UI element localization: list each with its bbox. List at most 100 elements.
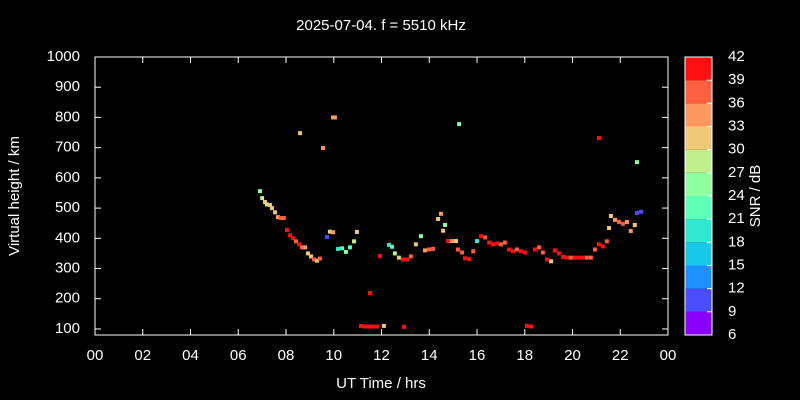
data-point [275, 215, 280, 220]
data-point [457, 122, 462, 127]
colorbar-tick-label: 30 [728, 141, 745, 158]
y-tick-label: 700 [55, 139, 80, 156]
y-tick-label: 200 [55, 290, 80, 307]
colorbar-band [685, 219, 712, 243]
data-point [624, 219, 629, 224]
y-tick-label: 300 [55, 259, 80, 276]
x-tick-label: 04 [182, 347, 199, 364]
data-point [612, 217, 617, 222]
data-point [471, 249, 476, 254]
colorbar-label: SNR / dB [747, 165, 764, 228]
data-point [597, 135, 602, 140]
data-point [628, 229, 633, 234]
data-point [331, 230, 336, 235]
data-point [347, 245, 352, 250]
data-point [400, 257, 405, 262]
data-point [431, 246, 436, 251]
x-axis-label: UT Time / hrs [336, 375, 426, 392]
data-point [487, 240, 492, 245]
x-tick-label: 06 [230, 347, 247, 364]
colorbar-tick-label: 27 [728, 164, 745, 181]
y-tick-label: 900 [55, 78, 80, 95]
colorbar-tick-label: 36 [728, 94, 745, 111]
y-tick-label: 600 [55, 169, 80, 186]
data-point [540, 250, 545, 255]
data-point [378, 254, 383, 259]
data-point [607, 226, 612, 231]
data-point [592, 247, 597, 252]
data-point [422, 248, 427, 253]
data-point [580, 255, 585, 260]
data-point [401, 324, 406, 329]
data-point [288, 233, 293, 238]
data-point [325, 235, 330, 240]
data-point [549, 259, 554, 264]
data-point [467, 257, 472, 262]
data-point [632, 223, 637, 228]
data-point [463, 256, 468, 261]
data-point [396, 255, 401, 260]
data-point [495, 241, 500, 246]
data-point [370, 324, 375, 329]
data-point [506, 247, 511, 252]
colorbar-tick-label: 6 [728, 326, 736, 343]
data-point [290, 236, 295, 241]
data-point [309, 254, 314, 259]
data-point [455, 247, 460, 252]
data-point [257, 189, 262, 194]
data-point [502, 240, 507, 245]
colorbar-band [685, 265, 712, 289]
x-tick-label: 14 [421, 347, 438, 364]
colorbar-band [685, 149, 712, 173]
data-point [368, 290, 373, 295]
data-point [392, 251, 397, 256]
data-point [518, 249, 523, 254]
data-point [408, 254, 413, 259]
data-point [363, 324, 368, 329]
y-tick-label: 500 [55, 199, 80, 216]
data-point [327, 229, 332, 234]
data-point [427, 247, 432, 252]
data-point [340, 246, 345, 251]
data-point [358, 323, 363, 328]
data-point [264, 202, 269, 207]
data-point [588, 255, 593, 260]
data-point [511, 249, 516, 254]
data-point [446, 239, 451, 244]
data-point [584, 255, 589, 260]
colorbar-band [685, 103, 712, 127]
data-point [405, 257, 410, 262]
data-point [483, 235, 488, 240]
data-point [298, 131, 303, 136]
data-point [565, 255, 570, 260]
y-tick-label: 100 [55, 320, 80, 337]
data-point [336, 246, 341, 251]
x-tick-label: 08 [278, 347, 295, 364]
data-point [537, 245, 542, 250]
data-point [620, 221, 625, 226]
data-point [544, 257, 549, 262]
data-point [490, 242, 495, 247]
colorbar-band [685, 57, 712, 81]
data-point [552, 248, 557, 253]
colorbar-band [685, 311, 712, 335]
data-point [381, 323, 386, 328]
data-point [560, 255, 565, 260]
x-tick-label: 10 [325, 347, 342, 364]
data-point [418, 234, 423, 239]
data-point [522, 250, 527, 255]
data-point [524, 323, 529, 328]
data-point [374, 324, 379, 329]
colorbar-tick-label: 33 [728, 117, 745, 134]
data-point [268, 203, 273, 208]
colorbar-band [685, 172, 712, 196]
data-point [443, 223, 448, 228]
data-point [299, 245, 304, 250]
colorbar-tick-label: 12 [728, 280, 745, 297]
data-point [413, 242, 418, 247]
colorbar-band [685, 242, 712, 266]
data-point [597, 242, 602, 247]
colorbar-band [685, 288, 712, 312]
x-tick-label: 20 [564, 347, 581, 364]
x-tick-label: 16 [469, 347, 486, 364]
